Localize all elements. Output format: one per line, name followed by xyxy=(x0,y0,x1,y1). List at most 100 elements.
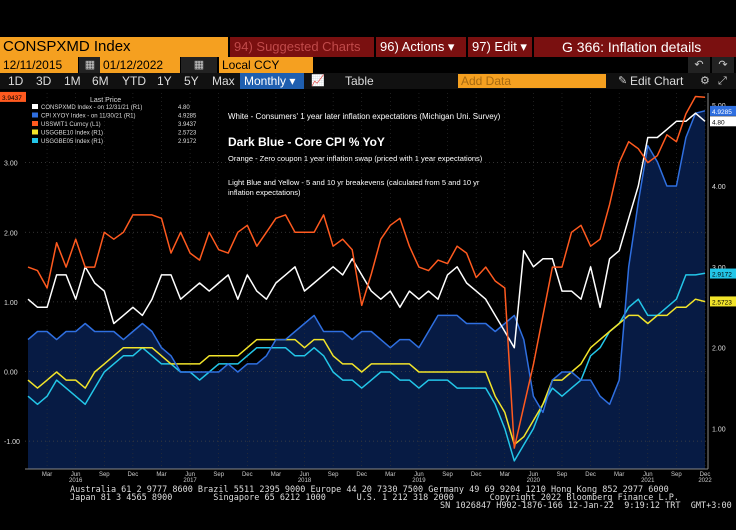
last-value-tag xyxy=(710,268,736,279)
end-date-input[interactable]: 01/12/2022 xyxy=(100,57,180,73)
left-tick-label: 3.00 xyxy=(4,161,18,168)
axes: -1.000.001.002.003.001.002.003.004.005.0… xyxy=(4,93,726,483)
x-tick-label: Dec xyxy=(242,472,253,478)
last-value-tag xyxy=(710,105,736,116)
legend-swatch xyxy=(32,138,38,143)
left-tick-label: -1.00 xyxy=(4,439,20,446)
range-max[interactable]: Max xyxy=(212,74,235,88)
x-tick-label: Sep xyxy=(328,472,339,478)
actions-menu[interactable]: 96) Actions ▾ xyxy=(376,37,466,57)
expand-icon[interactable]: ⤢ xyxy=(718,75,727,87)
last-value-text: 4.80 xyxy=(712,119,725,126)
calendar-icon[interactable]: ▦ xyxy=(181,57,217,73)
edit-menu[interactable]: 97) Edit ▾ xyxy=(468,37,532,57)
currency-select[interactable]: Local CCY xyxy=(219,57,313,73)
x-tick-label: Jun xyxy=(185,472,195,478)
x-tick-label: Sep xyxy=(442,472,453,478)
last-value-tag xyxy=(710,116,736,127)
chart-canvas: -1.000.001.002.003.001.002.003.004.005.0… xyxy=(0,89,736,483)
last-value-text: 2.9172 xyxy=(712,272,732,279)
x-tick-label: Jun xyxy=(529,472,539,478)
legend-entry-name: USGGBE10 Index (R1) xyxy=(41,131,103,137)
x-tick-label: Mar xyxy=(500,472,510,478)
legend-entry-name: USSWIT1 Curncy (L1) xyxy=(41,122,101,128)
x-tick-label: Sep xyxy=(213,472,224,478)
cpi-area-fill xyxy=(28,110,705,470)
series-line-michigan xyxy=(27,112,706,349)
edit-chart-button[interactable]: Edit Chart xyxy=(630,74,684,88)
right-tick-label: 3.00 xyxy=(712,265,726,272)
legend-swatch xyxy=(32,121,38,126)
legend-entry-value: 4.80 xyxy=(178,105,190,111)
ticker-field[interactable]: CONSPXMD Index xyxy=(0,37,228,57)
forward-arrow-icon[interactable]: ↷ xyxy=(712,57,734,73)
last-value-text: 3.9437 xyxy=(2,95,22,102)
right-tick-label: 2.00 xyxy=(712,346,726,353)
x-tick-label: Dec xyxy=(356,472,367,478)
footer-line-3: SN 1026847 H902-1876-166 12-Jan-22 9:19:… xyxy=(440,501,732,511)
footer-line-1: Australia 61 2 9777 8600 Brazil 5511 239… xyxy=(70,485,669,495)
x-year-label: 2020 xyxy=(527,478,541,483)
legend-entry-value: 3.9437 xyxy=(178,122,197,128)
frequency-select[interactable]: Monthly ▾ xyxy=(240,73,304,89)
legend-entry-name: CONSPXMD Index - on 12/31/21 (R1) xyxy=(41,105,142,111)
legend-swatch xyxy=(32,104,38,109)
annotations: White - Consumers' 1 year later inflatio… xyxy=(228,112,501,197)
x-year-label: 2018 xyxy=(298,478,312,483)
x-year-label: 2022 xyxy=(698,478,712,483)
top-bar xyxy=(0,0,736,20)
annotation-darkblue: Dark Blue - Core CPI % YoY xyxy=(228,135,385,149)
left-tick-label: 0.00 xyxy=(4,370,18,377)
add-data-input[interactable]: Add Data xyxy=(458,74,606,88)
legend-entry-value: 2.9172 xyxy=(178,139,197,145)
legend-swatch xyxy=(32,129,38,135)
right-tick-label: 4.00 xyxy=(712,184,726,191)
legend-entry-name: CPI XYOY Index - on 11/30/21 (R1) xyxy=(41,114,136,120)
x-tick-label: Jun xyxy=(414,472,424,478)
range-1y[interactable]: 1Y xyxy=(157,74,172,88)
range-1m[interactable]: 1M xyxy=(64,74,81,88)
legend-entry-name: USGGBE05 Index (R1) xyxy=(41,139,103,145)
legend-swatch xyxy=(32,112,38,118)
x-tick-label: Jun xyxy=(71,472,81,478)
table-button[interactable]: Table xyxy=(345,74,374,88)
grid xyxy=(25,93,708,469)
annotation-lightblue-2: inflation expectations) xyxy=(228,188,301,197)
range-5y[interactable]: 5Y xyxy=(184,74,199,88)
line-chart-icon[interactable]: 📈 xyxy=(311,75,325,87)
footer-line-2: Japan 81 3 4565 8900 Singapore 65 6212 1… xyxy=(70,493,679,503)
x-year-label: 2021 xyxy=(641,478,655,483)
legend-header: Last Price xyxy=(90,97,121,104)
left-tick-label: 1.00 xyxy=(4,300,18,307)
series-line-swap1y xyxy=(27,95,706,449)
series-line-be10 xyxy=(27,298,706,446)
chart-title: G 366: Inflation details xyxy=(534,37,736,57)
suggested-charts-button[interactable]: 94) Suggested Charts xyxy=(230,37,374,57)
series-lines xyxy=(27,95,706,462)
last-value-tag xyxy=(0,91,26,102)
range-6m[interactable]: 6M xyxy=(92,74,109,88)
back-arrow-icon[interactable]: ↶ xyxy=(688,57,710,73)
range-ytd[interactable]: YTD xyxy=(122,74,146,88)
start-date-input[interactable]: 12/11/2015 xyxy=(0,57,78,73)
x-tick-label: Mar xyxy=(271,472,281,478)
x-tick-label: Dec xyxy=(700,472,711,478)
calendar-icon[interactable]: ▦ xyxy=(79,57,101,73)
x-year-label: 2016 xyxy=(69,478,83,483)
x-tick-label: Dec xyxy=(128,472,139,478)
annotation-orange: Orange - Zero coupon 1 year inflation sw… xyxy=(228,154,483,163)
left-tick-label: 2.00 xyxy=(4,230,18,237)
x-year-label: 2019 xyxy=(412,478,426,483)
x-tick-label: Mar xyxy=(385,472,395,478)
range-3d[interactable]: 3D xyxy=(36,74,52,88)
x-tick-label: Dec xyxy=(585,472,596,478)
last-value-tag xyxy=(710,296,736,307)
series-line-be05 xyxy=(27,272,706,462)
x-tick-label: Mar xyxy=(614,472,624,478)
pencil-icon[interactable]: ✎ xyxy=(618,75,628,87)
range-1d[interactable]: 1D xyxy=(8,74,24,88)
x-tick-label: Sep xyxy=(671,472,682,478)
x-tick-label: Jun xyxy=(643,472,653,478)
gear-icon[interactable]: ⚙ xyxy=(700,75,710,87)
legend-entry-value: 2.5723 xyxy=(178,131,197,137)
